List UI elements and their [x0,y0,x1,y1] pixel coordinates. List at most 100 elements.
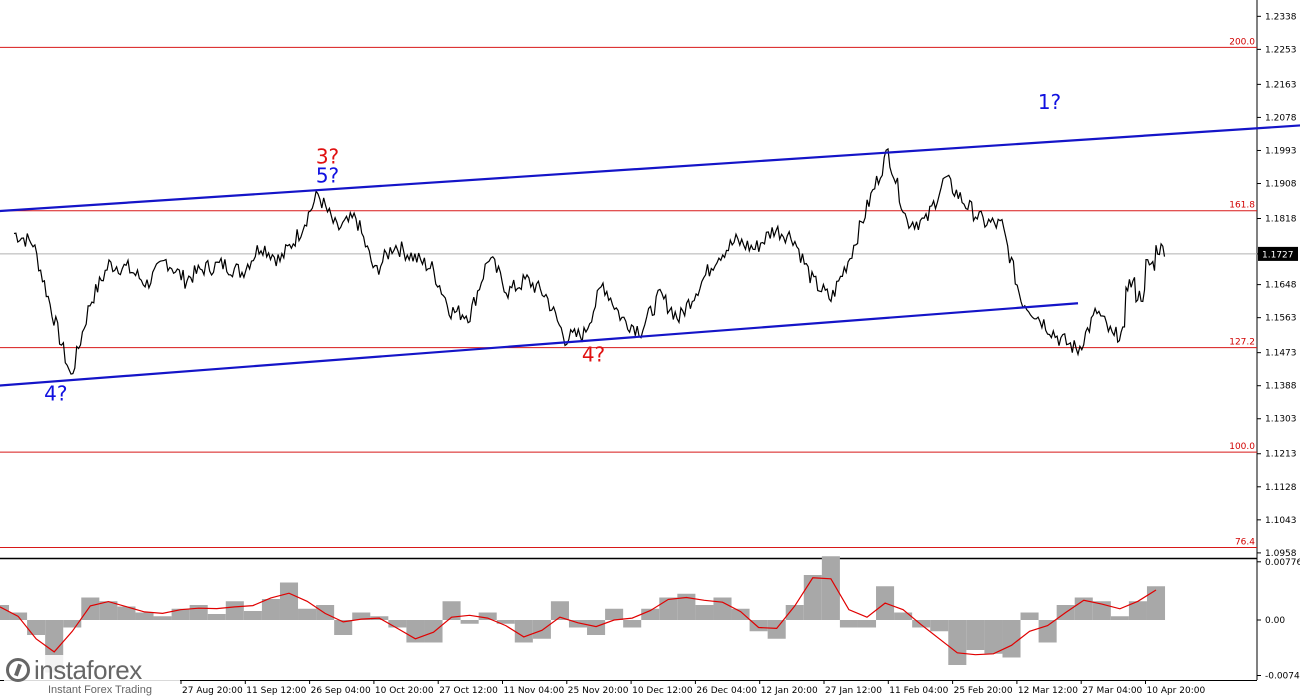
price-tick-label: 1.0958 [1265,549,1297,559]
oscillator-bar [568,620,588,628]
oscillator-bar [496,620,515,624]
oscillator-bar [532,620,551,639]
oscillator-bar [316,605,335,620]
oscillator-bar [63,620,82,628]
time-tick-label: 10 Oct 20:00 [375,686,434,696]
oscillator-bar [912,620,931,628]
oscillator-bar [550,601,569,620]
wave-label: 4? [582,343,605,367]
price-tick-label: 1.1648 [1265,281,1297,291]
oscillator-tick-label: -0.0074 [1265,672,1300,682]
oscillator-bar [153,616,172,620]
time-tick-label: 10 Apr 20:00 [1147,686,1206,696]
price-tick-label: 1.1303 [1265,415,1297,425]
time-tick-label: 27 Jan 12:00 [825,686,882,696]
oscillator-bar [0,605,10,620]
oscillator-bar [1020,612,1039,620]
oscillator-bar [713,597,732,620]
channel-upper-line [0,124,1300,213]
oscillator-bar [117,606,136,620]
fib-level-label: 161.8 [1229,201,1255,211]
oscillator-tick-label: 0.00776 [1265,558,1300,568]
oscillator-bar [81,597,100,620]
oscillator-bar [803,575,822,620]
price-tick-label: 1.2338 [1265,12,1297,22]
time-tick-label: 26 Dec 04:00 [696,686,757,696]
oscillator-bar [1146,586,1166,620]
oscillator-bar [605,608,624,620]
oscillator-bar [225,601,244,620]
oscillator-bar [99,601,118,620]
oscillator-bar [298,608,317,620]
instaforex-logo: instaforex Instant Forex Trading [4,655,180,699]
oscillator-bar [641,608,660,620]
fib-level-label: 127.2 [1229,338,1255,348]
oscillator-bar [857,620,877,628]
logo-icon [6,658,30,682]
price-tick-label: 1.1213 [1265,450,1297,460]
oscillator-bar [261,599,280,620]
oscillator-bar [1038,620,1057,643]
oscillator-bar [749,620,768,632]
time-tick-label: 12 Jan 20:00 [761,686,818,696]
oscillator-bar [1002,620,1021,658]
oscillator-bar [894,612,913,620]
oscillator-bar [930,620,949,632]
price-tick-label: 1.1818 [1265,215,1297,225]
price-tick-label: 1.2078 [1265,113,1297,123]
price-tick-label: 1.1388 [1265,382,1297,392]
oscillator-bar [785,605,804,620]
time-tick-label: 27 Mar 04:00 [1082,686,1142,696]
oscillator-bar [424,620,443,643]
oscillator-bar [171,608,190,620]
oscillator-bar [442,601,461,620]
price-tick-label: 1.2253 [1265,45,1297,55]
logo-brand-text: instaforex [34,655,142,685]
oscillator-bar [514,620,533,643]
time-tick-label: 25 Feb 20:00 [954,686,1013,696]
oscillator-bar [279,582,299,620]
time-tick-label: 27 Aug 20:00 [182,686,243,696]
oscillator-bar [839,620,858,628]
fib-level-label: 100.0 [1229,442,1255,452]
fib-level-label: 200.0 [1229,37,1255,47]
logo-tagline: Instant Forex Trading [48,684,152,696]
oscillator-bar [189,605,208,620]
oscillator-signal-line [0,577,1157,656]
time-tick-label: 12 Mar 12:00 [1018,686,1078,696]
wave-label: 1? [1038,90,1061,114]
oscillator-bar [587,620,606,635]
oscillator-bar [27,620,46,635]
oscillator-bar [460,620,479,624]
oscillator-bar [1092,601,1111,620]
oscillator-bar [478,612,497,620]
oscillator-bar [352,612,371,620]
wave-label: 4? [44,381,67,405]
time-tick-label: 27 Oct 12:00 [439,686,498,696]
oscillator-bar [695,605,714,620]
price-tick-label: 1.2163 [1265,80,1297,90]
current-price-label: 1.1727 [1262,250,1294,260]
current-price-badge [1258,246,1298,261]
oscillator-bar [767,620,786,639]
wave-label: 5? [316,164,339,188]
oscillator-bar [334,620,353,635]
oscillator-bar [243,611,262,620]
time-tick-label: 10 Dec 12:00 [632,686,693,696]
oscillator-bar [1110,616,1129,620]
time-tick-label: 25 Nov 20:00 [568,686,629,696]
oscillator-bar [948,620,967,665]
price-tick-label: 1.1043 [1265,516,1297,526]
oscillator-bar [207,614,226,620]
wave-label: 3? [316,144,339,168]
oscillator-bar [677,593,696,620]
price-tick-label: 1.1993 [1265,146,1297,156]
oscillator-bar [659,597,678,620]
time-tick-label: 11 Nov 04:00 [504,686,565,696]
time-tick-label: 26 Sep 04:00 [311,686,371,696]
oscillator-bar [821,556,840,620]
fib-level-label: 76.4 [1235,537,1255,547]
price-series-line [13,147,1166,375]
oscillator-bar [388,620,407,628]
